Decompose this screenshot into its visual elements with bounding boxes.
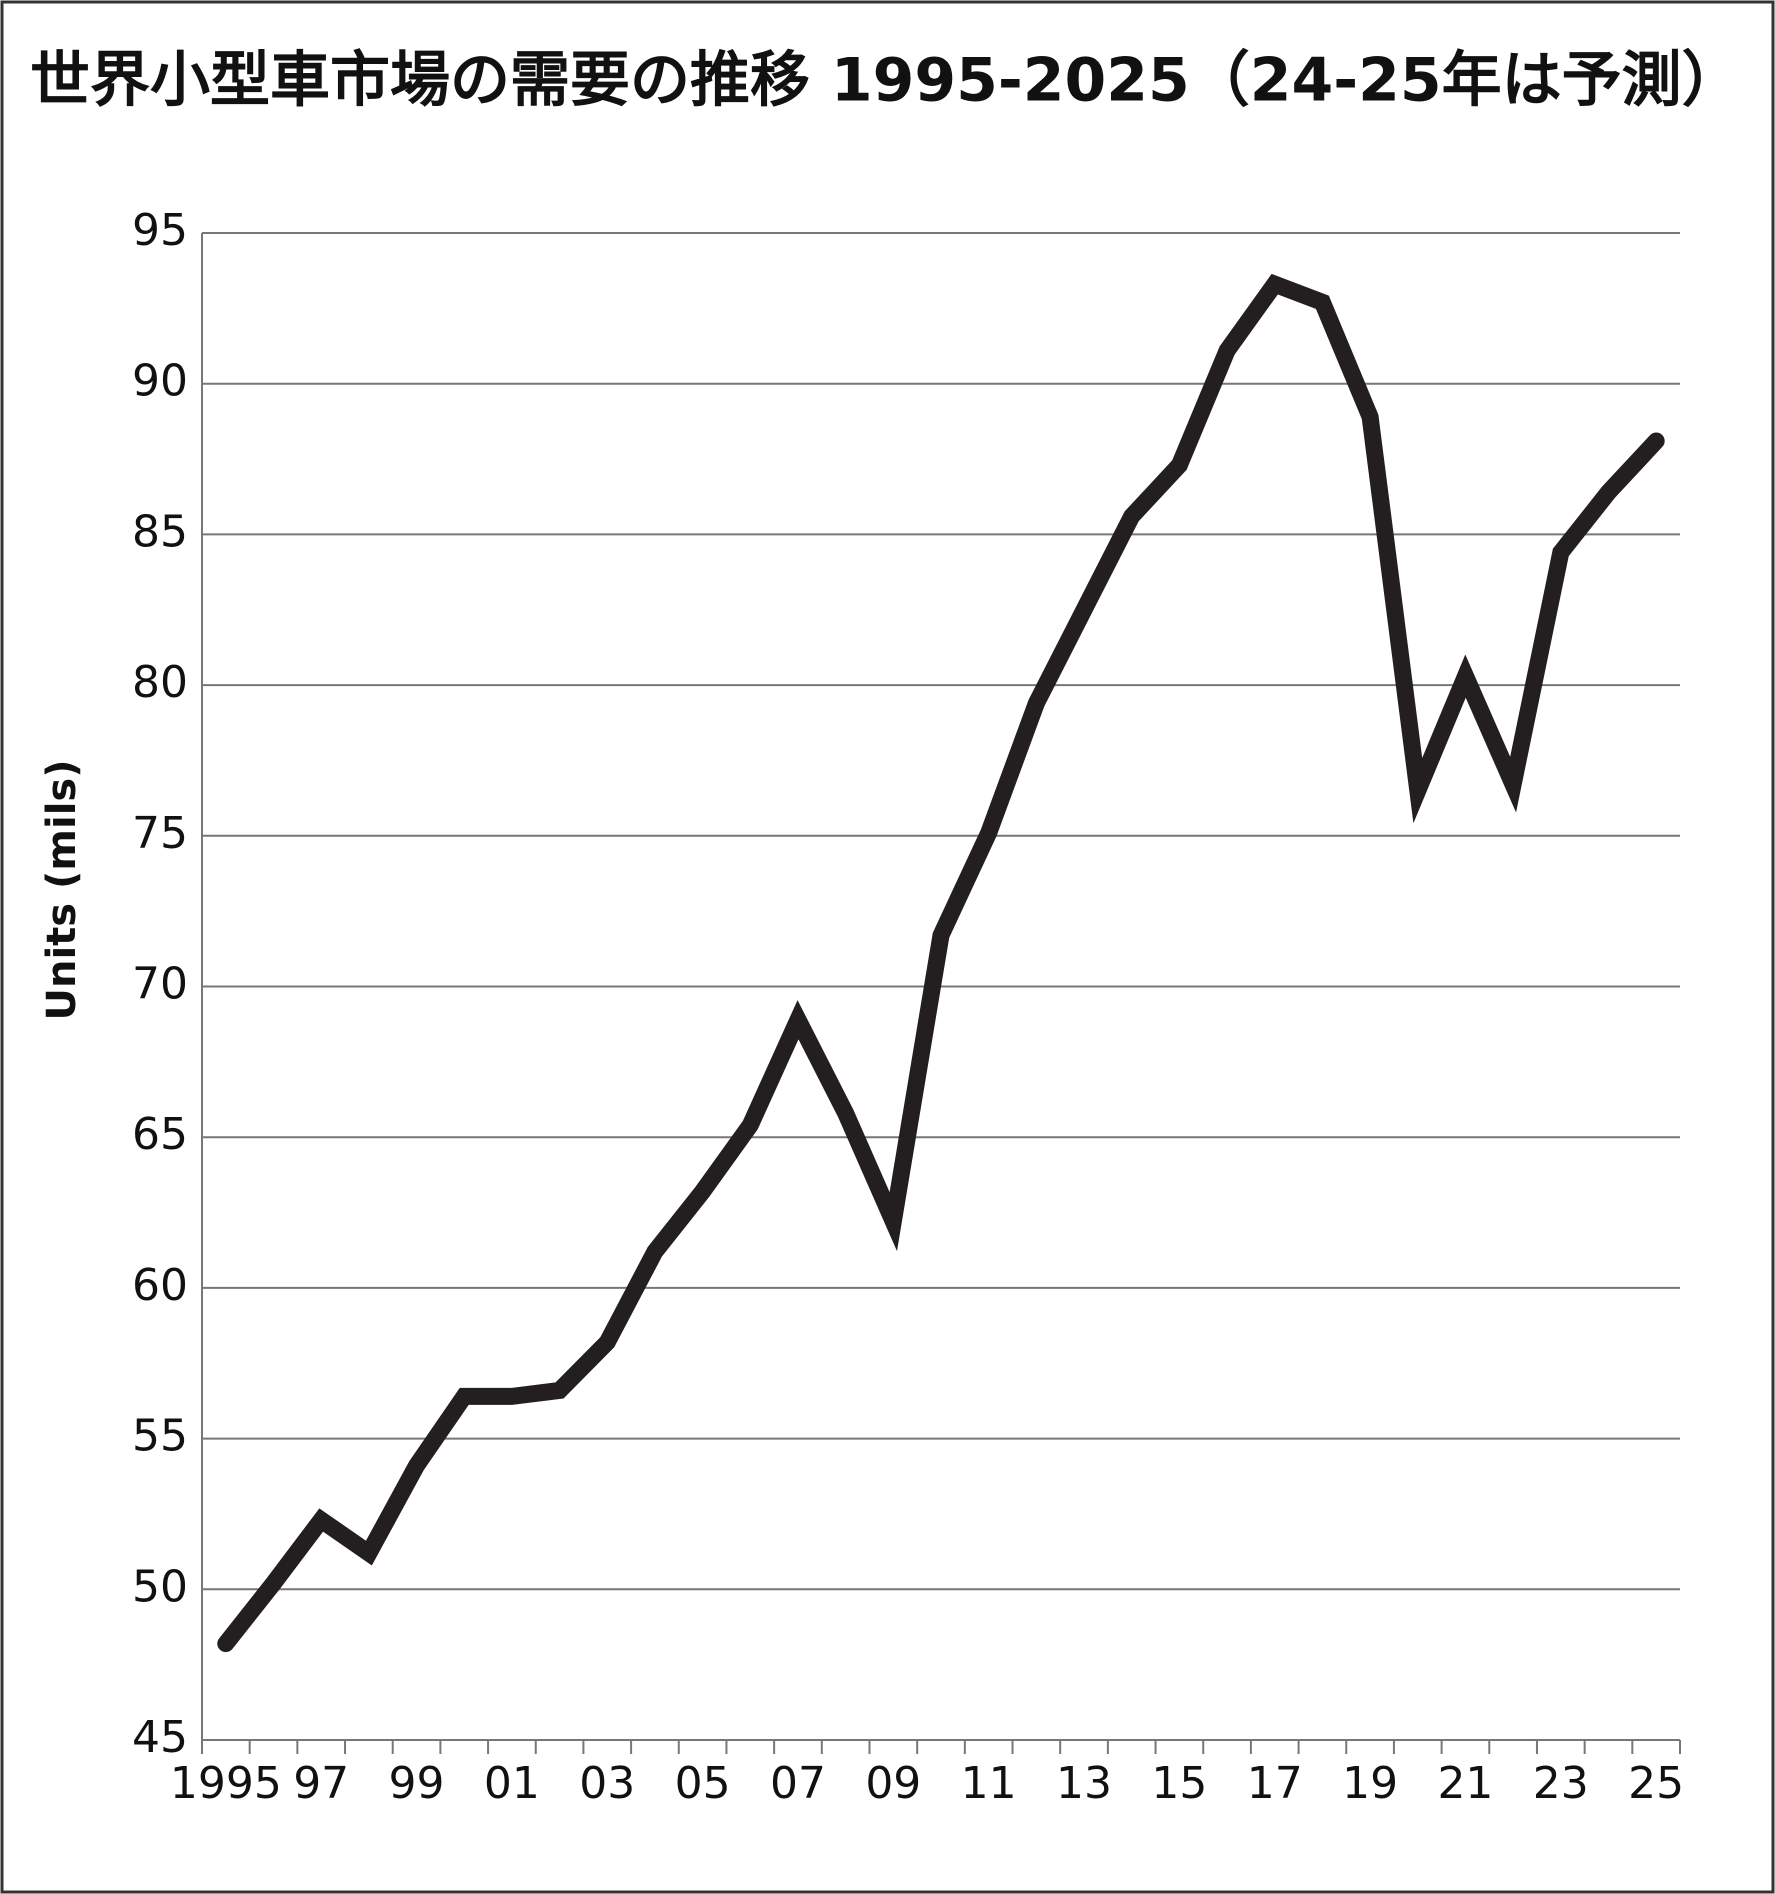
y-tick-label: 75	[132, 808, 188, 859]
x-tick-label: 13	[1056, 1758, 1112, 1809]
x-tick-label: 21	[1437, 1758, 1493, 1809]
x-tick-label: 99	[389, 1758, 445, 1809]
y-tick-label: 80	[132, 657, 188, 708]
x-tick-label: 01	[484, 1758, 540, 1809]
y-tick-label: 50	[132, 1561, 188, 1612]
y-tick-label: 55	[132, 1411, 188, 1462]
x-tick-label: 19	[1342, 1758, 1398, 1809]
x-tick-label: 97	[293, 1758, 349, 1809]
x-tick-label: 11	[961, 1758, 1017, 1809]
y-tick-label: 65	[132, 1109, 188, 1160]
data-line	[217, 273, 1665, 1653]
x-tick-label: 23	[1533, 1758, 1589, 1809]
x-tick-label: 05	[675, 1758, 731, 1809]
x-tick-label: 09	[865, 1758, 921, 1809]
x-tick-label: 1995	[170, 1758, 282, 1809]
x-tick-label: 07	[770, 1758, 826, 1809]
x-tick-label: 17	[1247, 1758, 1303, 1809]
chart-title: 世界小型車市場の需要の推移 1995-2025（24-25年は予測）	[30, 46, 1742, 116]
x-tick-label: 15	[1151, 1758, 1207, 1809]
y-tick-label: 85	[132, 506, 188, 557]
x-tick-label: 25	[1628, 1758, 1684, 1809]
y-tick-label: 95	[132, 205, 188, 256]
y-tick-label: 45	[132, 1712, 188, 1763]
y-tick-label: 70	[132, 959, 188, 1010]
x-tick-label: 03	[579, 1758, 635, 1809]
y-tick-label: 90	[132, 356, 188, 407]
y-tick-label: 60	[132, 1260, 188, 1311]
y-axis-label: Units (mils)	[39, 760, 85, 1021]
